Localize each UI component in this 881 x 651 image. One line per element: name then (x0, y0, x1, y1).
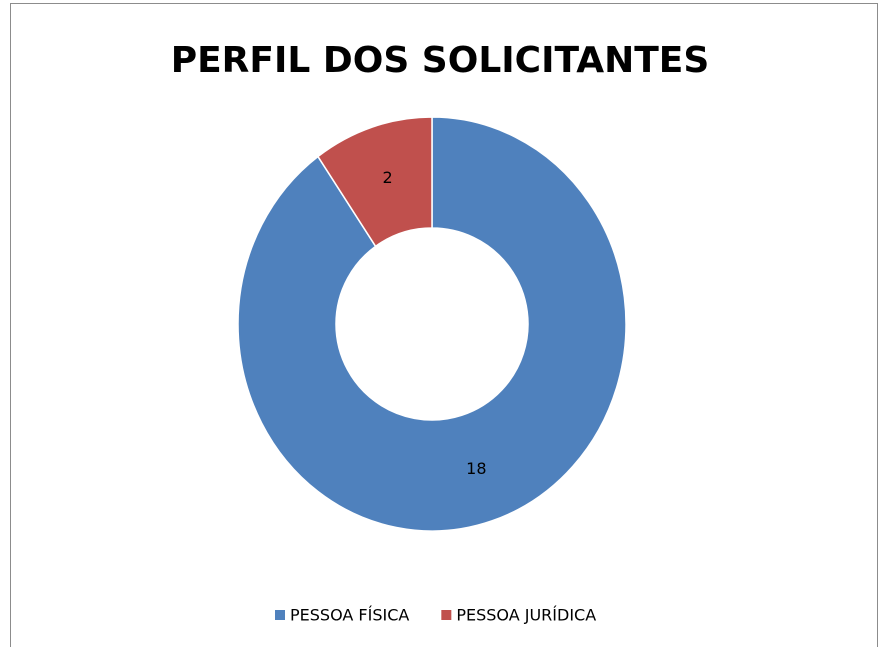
legend-swatch (275, 610, 285, 620)
legend-label: PESSOA FÍSICA (290, 606, 409, 625)
legend-label: PESSOA JURÍDICA (456, 606, 596, 625)
data-label: 2 (383, 168, 393, 187)
slice (237, 116, 627, 532)
chart-border (10, 3, 878, 651)
chart-title: PERFIL DOS SOLICITANTES (171, 40, 710, 81)
slice (316, 116, 433, 248)
legend-swatch (441, 610, 452, 620)
data-label: 18 (466, 459, 486, 478)
